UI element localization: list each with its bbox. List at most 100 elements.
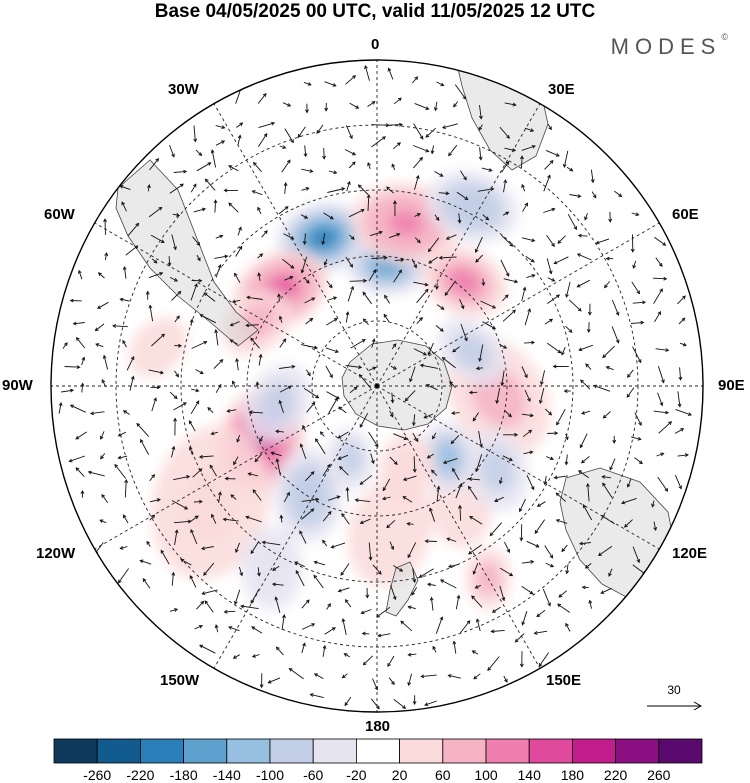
wind-vector bbox=[204, 600, 214, 613]
wind-vector bbox=[371, 255, 388, 260]
wind-vector bbox=[458, 504, 462, 521]
wind-vector bbox=[294, 561, 305, 568]
wind-vector bbox=[245, 515, 262, 523]
wind-vector bbox=[148, 206, 163, 218]
wind-vector bbox=[414, 237, 421, 244]
wind-vector bbox=[145, 290, 150, 300]
wind-vector bbox=[347, 285, 355, 302]
wind-vector bbox=[151, 397, 157, 412]
anomaly-contour bbox=[454, 192, 491, 222]
wind-vector bbox=[301, 599, 310, 609]
wind-vector bbox=[237, 134, 242, 146]
wind-vector bbox=[545, 562, 555, 568]
colorbar-tick-label: -180 bbox=[170, 767, 198, 783]
wind-vector bbox=[366, 193, 371, 212]
wind-vector bbox=[588, 599, 593, 609]
wind-vector bbox=[279, 338, 287, 348]
colorbar-tick-label: -220 bbox=[126, 767, 154, 783]
wind-vector bbox=[302, 233, 307, 246]
wind-vector bbox=[657, 476, 669, 492]
wind-vector bbox=[362, 655, 374, 666]
wind-vector bbox=[677, 391, 682, 408]
wind-vector bbox=[569, 194, 582, 199]
wind-vector bbox=[562, 150, 569, 169]
wind-vector bbox=[126, 355, 135, 371]
wind-vector bbox=[521, 611, 528, 626]
wind-vector bbox=[349, 278, 368, 283]
wind-vector bbox=[500, 259, 510, 277]
wind-vector bbox=[502, 211, 510, 216]
wind-vector bbox=[218, 491, 222, 503]
anomaly-contour bbox=[337, 441, 364, 477]
wind-vector bbox=[632, 346, 642, 364]
wind-vector bbox=[674, 428, 685, 434]
wind-vector bbox=[235, 245, 243, 257]
wind-vector bbox=[475, 454, 483, 473]
wind-vector bbox=[309, 693, 324, 699]
wind-vector bbox=[391, 343, 397, 350]
wind-vector bbox=[631, 212, 640, 217]
wind-vector bbox=[394, 97, 402, 105]
wind-vector bbox=[213, 359, 224, 369]
wind-vector bbox=[245, 323, 259, 328]
wind-vector bbox=[228, 165, 239, 172]
wind-vector bbox=[328, 170, 338, 175]
wind-vector bbox=[595, 238, 610, 245]
wind-vector bbox=[259, 673, 264, 689]
map-title: Base 04/05/2025 00 UTC, valid 11/05/2025… bbox=[154, 1, 596, 22]
wind-vector bbox=[435, 616, 444, 634]
wind-vector bbox=[576, 279, 591, 288]
wind-vector bbox=[223, 188, 238, 193]
wind-vector bbox=[322, 147, 327, 160]
wind-vector bbox=[577, 233, 588, 238]
wind-vector bbox=[251, 654, 260, 658]
wind-vector bbox=[678, 317, 686, 325]
wind-vector bbox=[632, 546, 641, 564]
colorbar-swatch bbox=[485, 738, 530, 764]
wind-vector bbox=[302, 424, 307, 432]
brand-logo: MODES© bbox=[611, 32, 728, 60]
wind-vector bbox=[173, 417, 177, 436]
wind-vector bbox=[75, 431, 88, 440]
wind-vector bbox=[586, 322, 591, 334]
wind-vector bbox=[193, 207, 207, 213]
wind-vector bbox=[519, 524, 524, 542]
wind-vector bbox=[325, 347, 339, 354]
wind-vector bbox=[538, 652, 549, 668]
label-180: 180 bbox=[365, 718, 391, 735]
wind-vector bbox=[407, 652, 417, 657]
colorbar-swatch bbox=[53, 738, 98, 764]
wind-vector bbox=[473, 673, 481, 680]
wind-vector bbox=[279, 145, 287, 149]
wind-vector bbox=[190, 283, 198, 301]
wind-vector bbox=[322, 510, 332, 522]
wind-vector bbox=[368, 366, 377, 372]
wind-vector bbox=[277, 293, 281, 302]
wind-vector bbox=[501, 234, 514, 247]
wind-vector bbox=[117, 568, 129, 584]
wind-vector bbox=[190, 183, 197, 193]
wind-vector bbox=[325, 365, 333, 379]
wind-vector bbox=[564, 454, 569, 466]
wind-vector bbox=[519, 651, 524, 668]
wind-vector bbox=[482, 321, 497, 330]
wind-vector bbox=[149, 157, 159, 171]
wind-vector bbox=[278, 206, 289, 215]
wind-vector bbox=[404, 390, 416, 402]
wind-vector bbox=[299, 443, 307, 460]
wind-vector bbox=[611, 326, 620, 344]
wind-vector bbox=[432, 645, 437, 653]
wind-vector bbox=[360, 609, 372, 615]
wind-vector bbox=[271, 565, 280, 571]
wind-vector bbox=[412, 456, 417, 473]
wind-vector bbox=[524, 389, 531, 402]
wind-vector bbox=[546, 258, 553, 275]
wind-vector bbox=[119, 297, 130, 302]
wind-vector bbox=[600, 587, 612, 594]
wind-vector bbox=[655, 348, 670, 352]
meridian-line bbox=[376, 222, 660, 387]
wind-vector bbox=[503, 432, 519, 437]
wind-vector bbox=[261, 540, 281, 546]
wind-vector bbox=[544, 545, 554, 559]
wind-vector bbox=[435, 282, 439, 290]
